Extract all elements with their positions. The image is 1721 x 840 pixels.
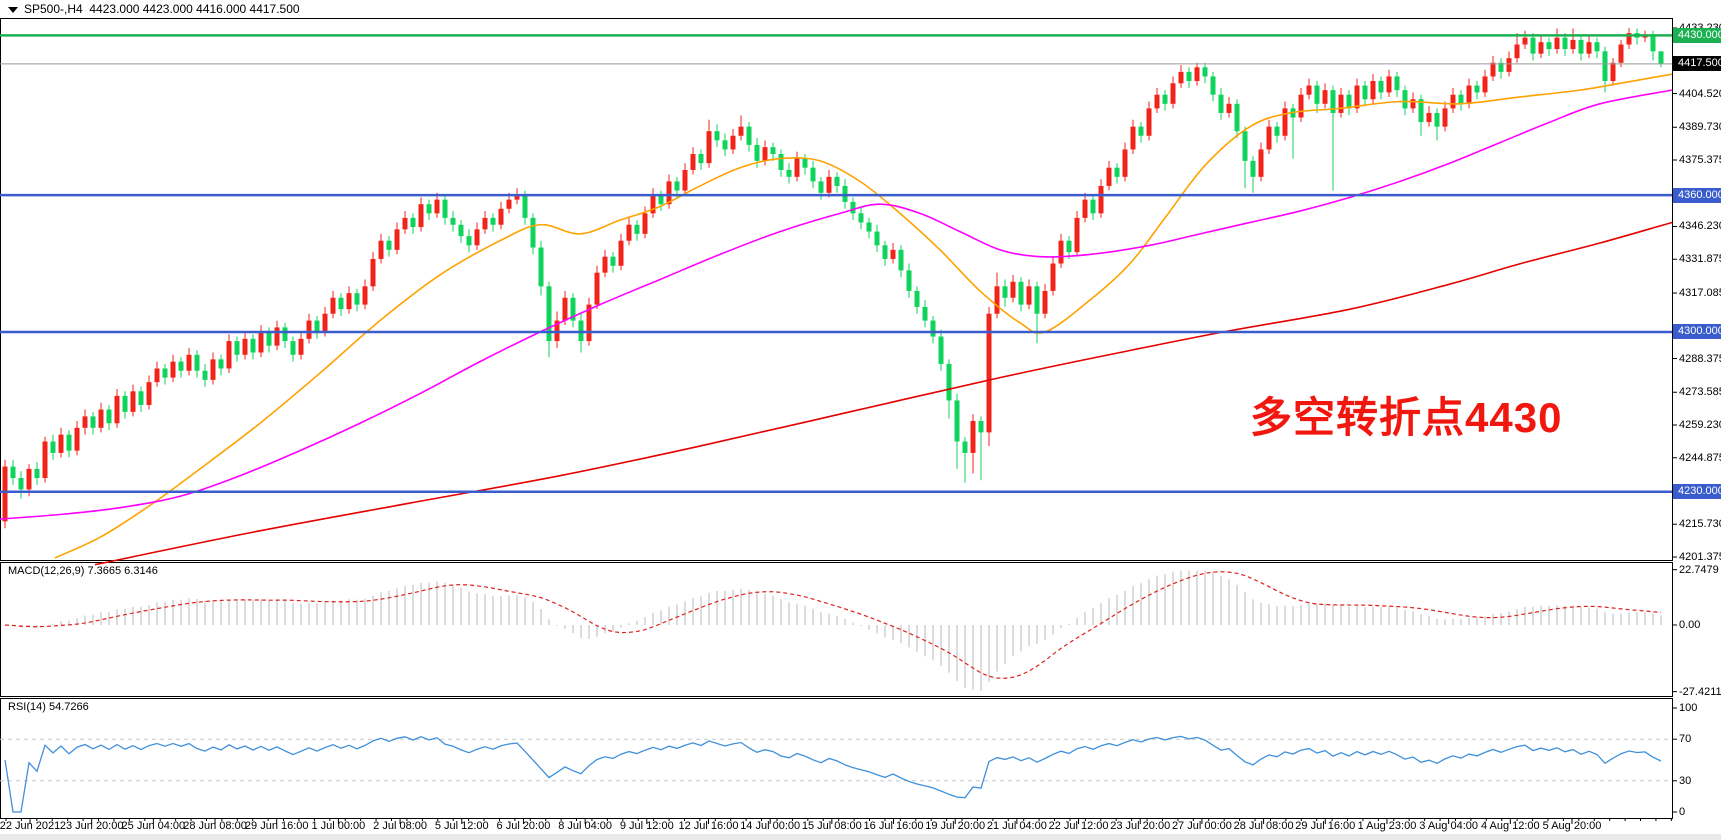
candles-layer <box>2 28 1664 529</box>
price-axis-label: 4346.230 <box>1679 220 1721 233</box>
rsi-axis-label: 0 <box>1679 806 1686 818</box>
chart-title-bar: SP500-,H4 4423.000 4423.000 4416.000 441… <box>0 0 1721 18</box>
date-axis-label[interactable]: 1 Aug 23:00 <box>1357 820 1417 832</box>
date-axis-label[interactable]: 5 Jul 12:00 <box>434 820 489 832</box>
date-axis-label[interactable]: 1 Jul 00:00 <box>311 820 366 832</box>
date-axis-label[interactable]: 28 Jul 08:00 <box>1233 820 1294 832</box>
symbol-period-label: SP500-,H4 <box>24 2 83 16</box>
date-axis-label[interactable]: 6 Jul 20:00 <box>496 820 551 832</box>
macd-signal-line <box>4 571 1662 679</box>
date-axis-label[interactable]: 27 Jul 00:00 <box>1171 820 1232 832</box>
rsi-line <box>4 735 1662 813</box>
date-axis-label[interactable]: 12 Jul 16:00 <box>678 820 739 832</box>
ma-medium-line <box>0 89 1673 520</box>
price-axis-label: 4331.875 <box>1679 253 1721 266</box>
date-axis-label[interactable]: 29 Jun 16:00 <box>244 820 309 832</box>
macd-axis-label: 0.00 <box>1679 619 1701 631</box>
date-axis-label[interactable]: 4 Aug 12:00 <box>1480 820 1540 832</box>
bottom-scrollbar-strip[interactable] <box>0 834 1721 840</box>
date-axis-label[interactable]: 29 Jul 16:00 <box>1295 820 1356 832</box>
chart-annotation-text: 多空转折点4430 <box>1250 394 1563 441</box>
price-axis-label: 4273.585 <box>1679 386 1721 399</box>
date-axis-label[interactable]: 22 Jun 2021 <box>0 820 61 832</box>
price-axis-label: 4288.375 <box>1679 352 1721 365</box>
date-axis-label[interactable]: 8 Jul 04:00 <box>558 820 613 832</box>
ma-slow-line <box>94 221 1673 566</box>
price-axis-label: 4259.230 <box>1679 418 1721 431</box>
date-axis-label[interactable]: 23 Jul 20:00 <box>1110 820 1171 832</box>
macd-axis-label: -27.4211 <box>1679 685 1721 698</box>
price-badge-4430.000: 4430.000 <box>1673 27 1721 43</box>
date-axis-label[interactable]: 28 Jun 08:00 <box>183 820 247 832</box>
date-axis-label[interactable]: 3 Aug 04:00 <box>1419 820 1478 832</box>
date-axis-label[interactable]: 23 Jun 20:00 <box>59 820 124 832</box>
price-axis-label: 4317.085 <box>1679 286 1721 299</box>
date-axis-label[interactable]: 25 Jun 04:00 <box>121 820 186 832</box>
macd-pane-border <box>0 562 1673 697</box>
date-axis-label[interactable]: 14 Jul 00:00 <box>740 820 801 832</box>
price-badge-4230.000: 4230.000 <box>1673 484 1721 500</box>
price-axis-label: 4244.875 <box>1679 451 1721 464</box>
ma-fast-line <box>54 73 1673 559</box>
rsi-pane-border <box>0 698 1673 819</box>
date-axis-label[interactable]: 22 Jul 12:00 <box>1048 820 1109 832</box>
rsi-indicator-label: RSI(14) 54.7266 <box>8 701 89 713</box>
price-badge-4417.500: 4417.500 <box>1673 56 1721 72</box>
chart-title: SP500-,H4 4423.000 4423.000 4416.000 441… <box>24 2 300 16</box>
macd-histogram <box>12 570 1662 691</box>
macd-indicator-label: MACD(12,26,9) 7.3665 6.3146 <box>8 565 158 577</box>
price-badge-4360.000: 4360.000 <box>1673 187 1721 203</box>
ohlc-values: 4423.000 4423.000 4416.000 4417.500 <box>89 2 300 16</box>
date-axis-label[interactable]: 2 Jul 08:00 <box>373 820 427 832</box>
price-axis-label: 4404.520 <box>1679 87 1721 100</box>
date-axis-label[interactable]: 9 Jul 12:00 <box>619 820 674 832</box>
symbol-dropdown-icon[interactable] <box>8 7 18 13</box>
date-axis-label[interactable]: 5 Aug 20:00 <box>1542 820 1602 832</box>
macd-axis-label: 22.7479 <box>1679 563 1719 576</box>
price-badge-4300.000: 4300.000 <box>1673 324 1721 340</box>
price-axis-label: 4375.375 <box>1679 154 1721 166</box>
date-axis-label[interactable]: 19 Jul 20:00 <box>925 820 986 832</box>
price-axis-label: 4201.375 <box>1679 551 1721 563</box>
price-axis-label: 4389.730 <box>1679 121 1721 134</box>
date-axis-label[interactable]: 21 Jul 04:00 <box>986 820 1047 832</box>
date-axis-label[interactable]: 15 Jul 08:00 <box>801 820 862 832</box>
date-axis-label[interactable]: 16 Jul 16:00 <box>863 820 924 832</box>
price-axis-label: 4215.730 <box>1679 518 1721 531</box>
rsi-axis-label: 30 <box>1679 774 1692 787</box>
main-pane-border <box>0 18 1673 561</box>
rsi-axis-label: 100 <box>1679 702 1698 714</box>
rsi-axis-label: 70 <box>1679 733 1692 746</box>
